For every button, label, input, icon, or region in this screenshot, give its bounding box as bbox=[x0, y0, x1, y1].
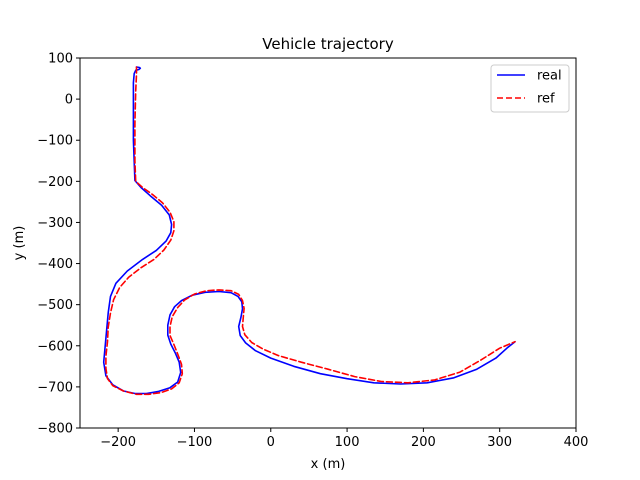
series-ref-line bbox=[105, 66, 516, 396]
plot-area bbox=[79, 57, 577, 429]
y-tick-label: −700 bbox=[37, 380, 73, 395]
y-tick-label: 0 bbox=[65, 93, 73, 108]
y-axis-ticks: 100 0 −100 −200 −300 −400 −500 −600 −700 −800 bbox=[37, 52, 80, 437]
y-tick-label: −800 bbox=[37, 422, 73, 437]
y-tick-label: −200 bbox=[37, 175, 73, 190]
x-tick-label: 400 bbox=[564, 435, 589, 450]
y-tick-label: −500 bbox=[37, 298, 73, 313]
y-tick-label: −400 bbox=[37, 257, 73, 272]
x-tick-label: 0 bbox=[267, 435, 275, 450]
series-layer bbox=[102, 66, 516, 396]
x-tick-label: −200 bbox=[100, 435, 136, 450]
x-tick-label: 200 bbox=[411, 435, 436, 450]
legend-label-real: real bbox=[537, 69, 562, 84]
x-tick-label: 100 bbox=[335, 435, 360, 450]
y-axis-label: y (m) bbox=[12, 226, 27, 261]
chart-title: Vehicle trajectory bbox=[262, 35, 394, 53]
legend: real ref bbox=[490, 64, 570, 113]
series-real-line bbox=[102, 66, 516, 395]
legend-box bbox=[490, 64, 570, 113]
y-tick-label: 100 bbox=[48, 52, 73, 67]
y-tick-label: −600 bbox=[37, 339, 73, 354]
y-tick-label: −100 bbox=[37, 134, 73, 149]
y-tick-label: −300 bbox=[37, 216, 73, 231]
x-tick-label: 300 bbox=[487, 435, 512, 450]
legend-label-ref: ref bbox=[537, 92, 555, 107]
x-axis-label: x (m) bbox=[311, 457, 346, 472]
plot-frame bbox=[79, 57, 577, 429]
x-tick-label: −100 bbox=[177, 435, 213, 450]
x-axis-ticks: −200 −100 0 100 200 300 400 bbox=[100, 428, 588, 450]
